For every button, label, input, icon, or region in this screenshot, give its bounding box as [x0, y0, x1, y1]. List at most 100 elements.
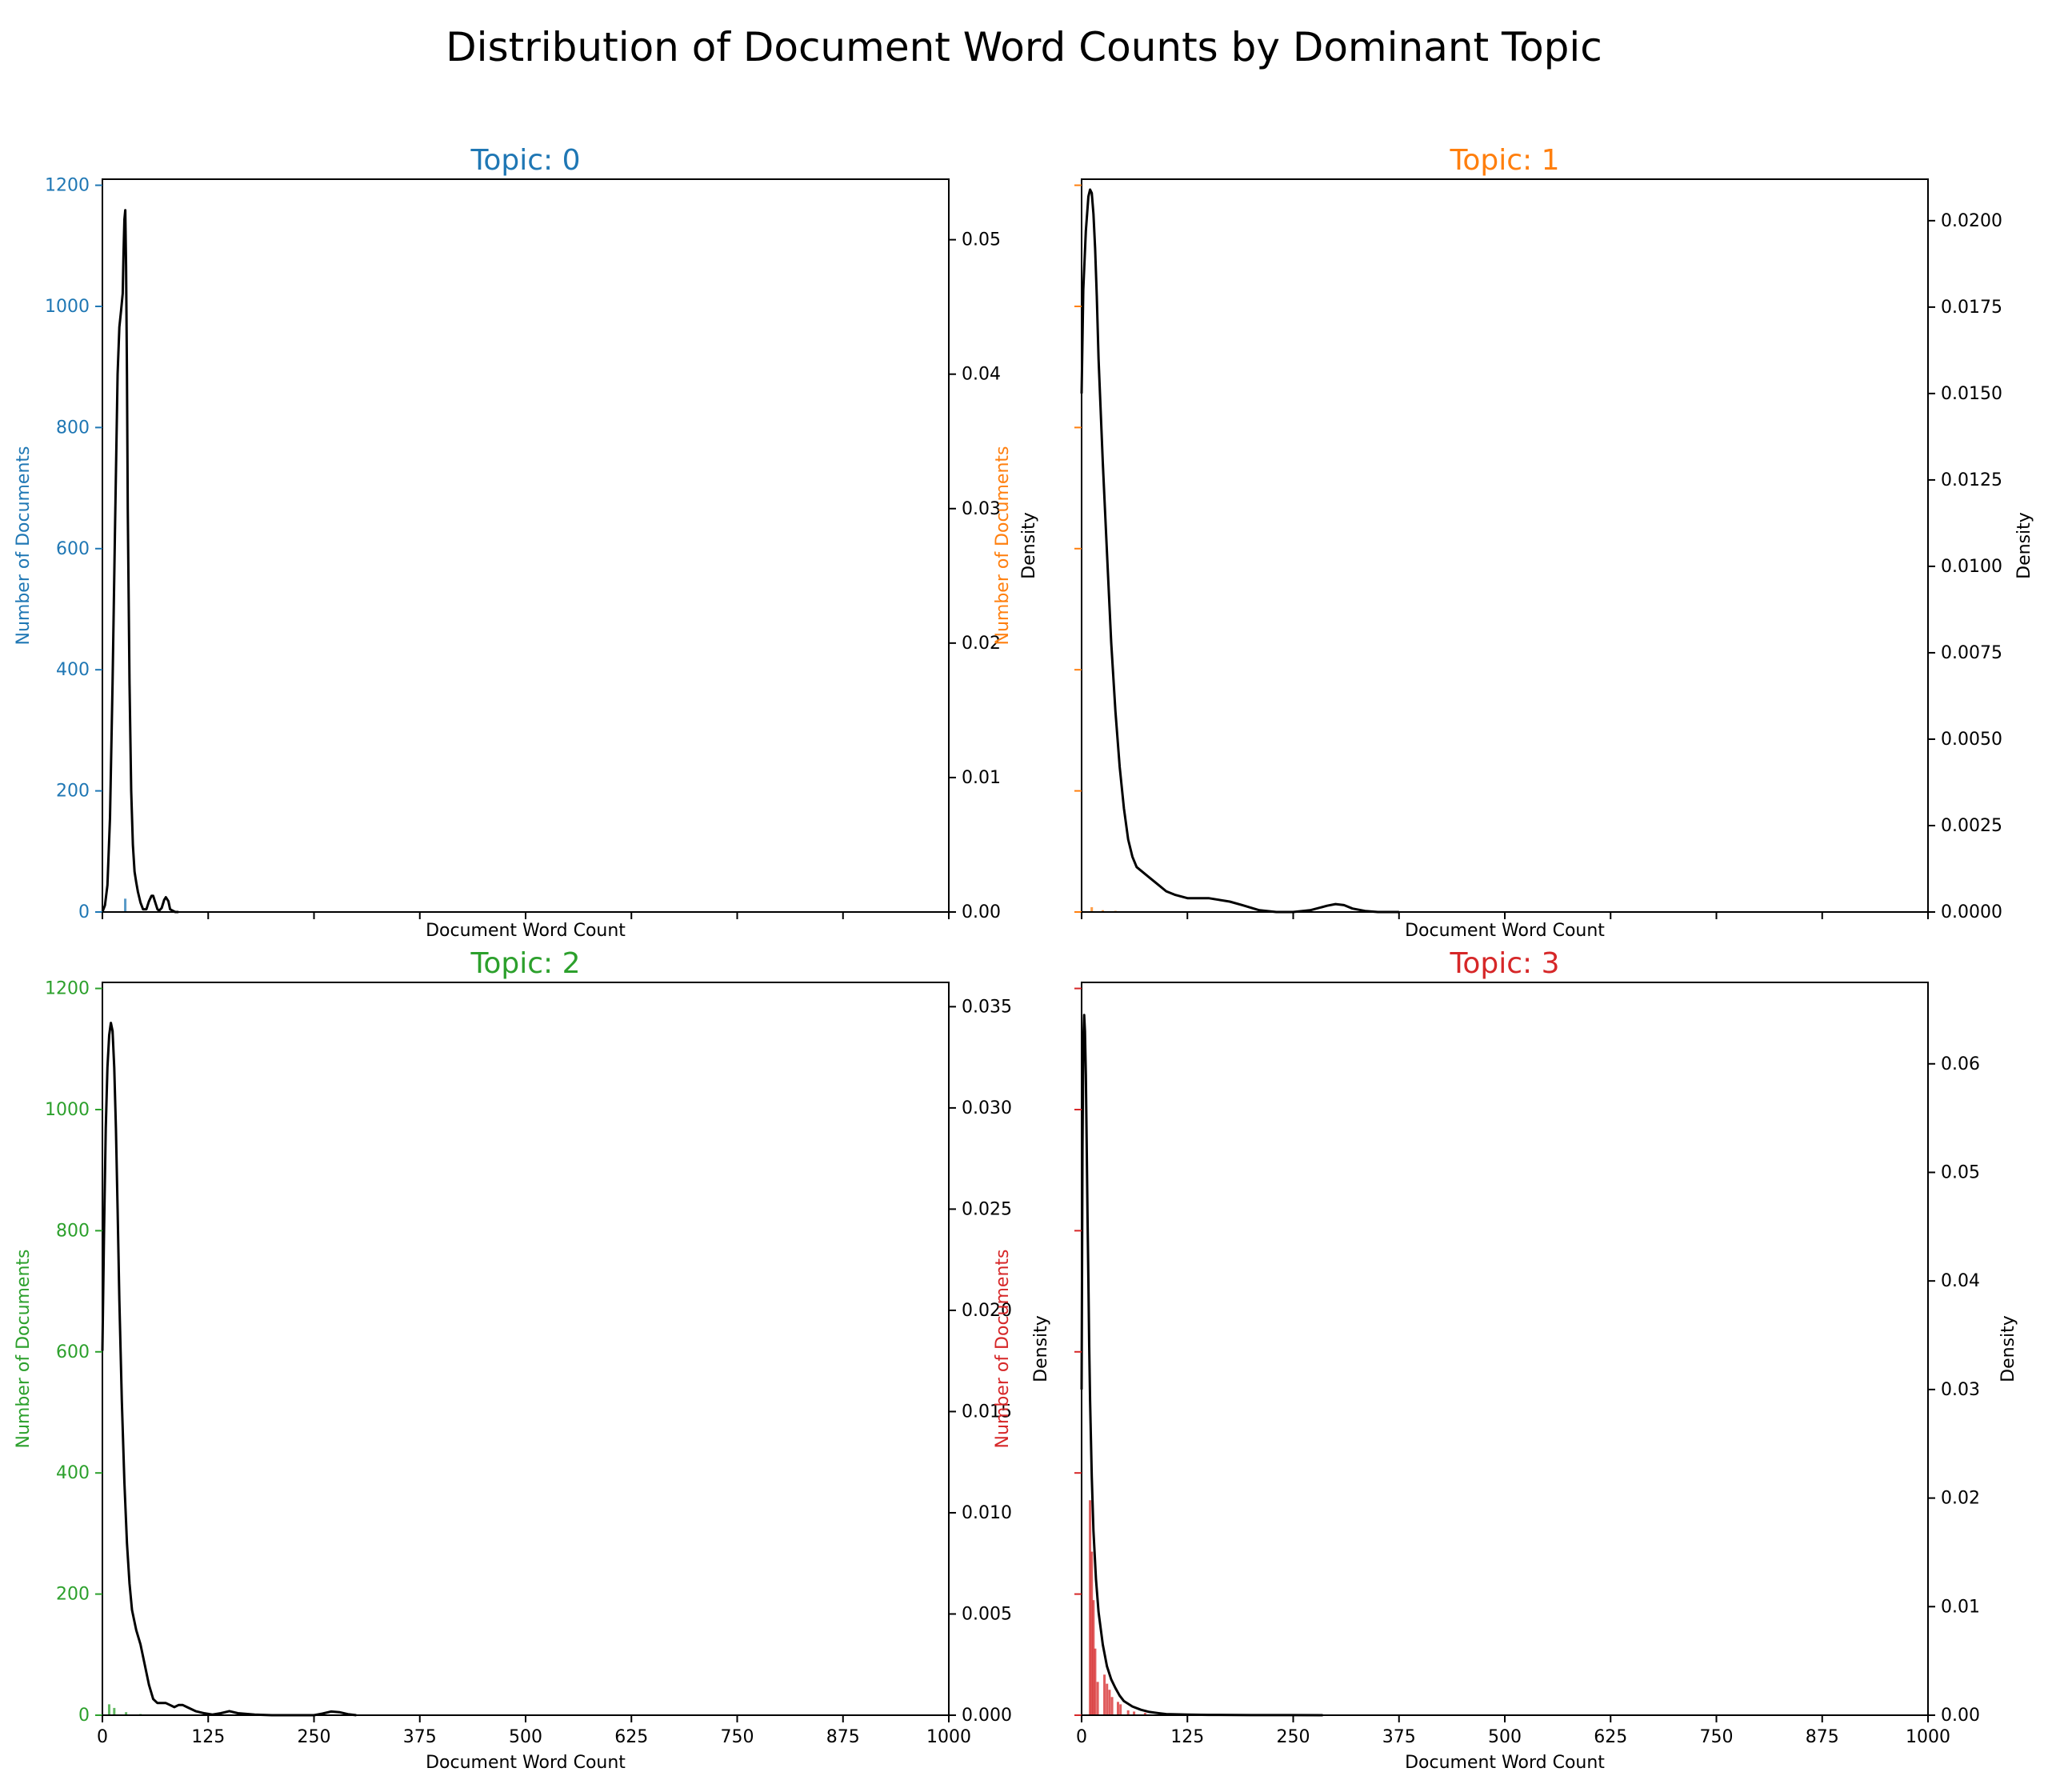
x-tick-label: 375	[403, 1727, 437, 1747]
histogram-bar	[1103, 1674, 1106, 1715]
y-right-tick-label: 0.00	[1941, 1706, 1980, 1726]
y-right-tick-label: 0.05	[1941, 1162, 1980, 1182]
histogram-bar	[1108, 1690, 1111, 1715]
y-left-tick-label: 400	[56, 660, 90, 680]
histogram-bar	[1119, 1704, 1122, 1715]
y-left-tick-label: 800	[56, 418, 90, 438]
plot-frame	[102, 982, 950, 1716]
histogram-bar	[107, 1704, 110, 1715]
y-left-tick-label: 1200	[45, 176, 90, 196]
y-right-tick-label: 0.0125	[1941, 470, 2002, 490]
subplot-topic-2: 0 200 400 600 800 1000 1200 0.000 0.005 0.010 0.01…	[14, 947, 1051, 1773]
x-axis-label: Document Word Count	[426, 1753, 626, 1773]
histogram-bar	[1096, 1682, 1099, 1715]
histogram-bar	[124, 898, 127, 912]
subplot-topic-0: 0 200 400 600 800 1000 1200 0.00 0.01 0.02 0.03 0.0…	[14, 144, 1039, 941]
plot-frame	[1081, 982, 1929, 1716]
histogram-bar	[113, 1707, 116, 1715]
y-right-tick-label: 0.01	[962, 768, 1001, 788]
y-left-tick-label: 0	[78, 1706, 90, 1726]
y-left-axis-label: Number of Documents	[993, 1249, 1013, 1448]
x-tick-label: 625	[1594, 1727, 1627, 1747]
y-left-axis-label: Number of Documents	[993, 446, 1013, 645]
histogram-bar	[1090, 1551, 1094, 1715]
x-tick-label: 500	[1488, 1727, 1522, 1747]
y-right-axis-label: Density	[1998, 1315, 2018, 1382]
y-left-tick-label: 600	[56, 1342, 90, 1362]
y-right-tick-label: 0.0200	[1941, 211, 2002, 231]
plot-frame	[1081, 178, 1929, 913]
y-right-tick-label: 0.02	[1941, 1489, 1980, 1509]
x-tick-label: 625	[614, 1727, 648, 1747]
subplot-topic-1: 0.0000 0.0025 0.0050 0.0075 0.0100 0.0125 0.01…	[993, 144, 2034, 941]
y-right-tick-label: 0.0075	[1941, 643, 2002, 663]
y-right-tick-label: 0.03	[1941, 1380, 1980, 1400]
figure-title: Distribution of Document Word Counts by …	[446, 24, 1602, 70]
plot-frame	[102, 178, 950, 913]
histogram-bar	[1110, 1697, 1114, 1715]
x-tick-label: 125	[1170, 1727, 1204, 1747]
y-right-tick-label: 0.0100	[1941, 557, 2002, 577]
histogram-bar	[1126, 1710, 1130, 1715]
x-tick-label: 250	[298, 1727, 331, 1747]
density-line	[101, 209, 179, 914]
histogram-bar	[1116, 1702, 1119, 1715]
histogram-bar	[125, 1712, 128, 1715]
x-tick-label: 1000	[926, 1727, 971, 1747]
x-tick-label: 375	[1382, 1727, 1416, 1747]
subplot-title: Topic: 0	[470, 144, 580, 177]
x-axis-label: Document Word Count	[426, 921, 626, 941]
x-tick-label: 875	[826, 1727, 860, 1747]
y-left-axis-label: Number of Documents	[14, 1249, 34, 1448]
density-line	[101, 1022, 357, 1717]
x-tick-label: 750	[721, 1727, 754, 1747]
x-tick-label: 0	[1076, 1727, 1087, 1747]
y-left-tick-label: 400	[56, 1463, 90, 1483]
y-left-tick-label: 800	[56, 1221, 90, 1241]
y-right-tick-label: 0.0000	[1941, 902, 2002, 922]
y-right-tick-label: 0.0150	[1941, 384, 2002, 404]
x-tick-label: 0	[97, 1727, 108, 1747]
histogram-bar	[1143, 1712, 1146, 1715]
y-right-tick-label: 0.03	[962, 499, 1001, 519]
y-right-tick-label: 0.035	[962, 997, 1012, 1017]
y-right-axis-label: Density	[1019, 512, 1039, 579]
subplot-topic-3: 0.00 0.01 0.02 0.03 0.04 0.05 0.06 0 125 250 375 50…	[993, 947, 2018, 1773]
y-right-tick-label: 0.030	[962, 1098, 1012, 1118]
subplot-title: Topic: 1	[1449, 144, 1559, 177]
y-right-tick-label: 0.010	[962, 1503, 1012, 1523]
y-right-tick-label: 0.015	[962, 1402, 1012, 1422]
x-axis-label: Document Word Count	[1405, 921, 1605, 941]
y-left-tick-label: 200	[56, 782, 90, 802]
y-right-axis-label: Density	[1031, 1315, 1051, 1382]
density-line	[1080, 1014, 1323, 1717]
y-right-tick-label: 0.0175	[1941, 298, 2002, 318]
y-left-tick-label: 1200	[45, 979, 90, 999]
y-right-tick-label: 0.005	[962, 1604, 1012, 1624]
y-right-tick-label: 0.000	[962, 1706, 1012, 1726]
x-tick-label: 500	[509, 1727, 542, 1747]
y-left-tick-label: 1000	[45, 1100, 90, 1120]
y-right-tick-label: 0.04	[1941, 1271, 1980, 1291]
x-tick-label: 250	[1277, 1727, 1310, 1747]
x-axis-label: Document Word Count	[1405, 1753, 1605, 1773]
x-tick-label: 875	[1806, 1727, 1839, 1747]
y-left-tick-label: 1000	[45, 297, 90, 317]
histogram-bar	[1089, 1500, 1092, 1715]
histogram-bar	[1094, 1648, 1097, 1715]
x-tick-label: 750	[1700, 1727, 1734, 1747]
y-left-axis-label: Number of Documents	[14, 446, 34, 645]
y-right-tick-label: 0.00	[962, 902, 1001, 922]
y-right-tick-label: 0.025	[962, 1199, 1012, 1219]
y-right-tick-label: 0.05	[962, 230, 1001, 250]
y-left-tick-label: 200	[56, 1585, 90, 1605]
subplot-title: Topic: 2	[470, 947, 580, 980]
y-right-tick-label: 0.020	[962, 1301, 1012, 1321]
y-right-tick-label: 0.02	[962, 634, 1001, 654]
y-left-tick-label: 600	[56, 539, 90, 559]
histogram-bar	[1106, 1683, 1109, 1715]
histogram-bar	[1101, 910, 1104, 912]
x-tick-label: 1000	[1906, 1727, 1950, 1747]
